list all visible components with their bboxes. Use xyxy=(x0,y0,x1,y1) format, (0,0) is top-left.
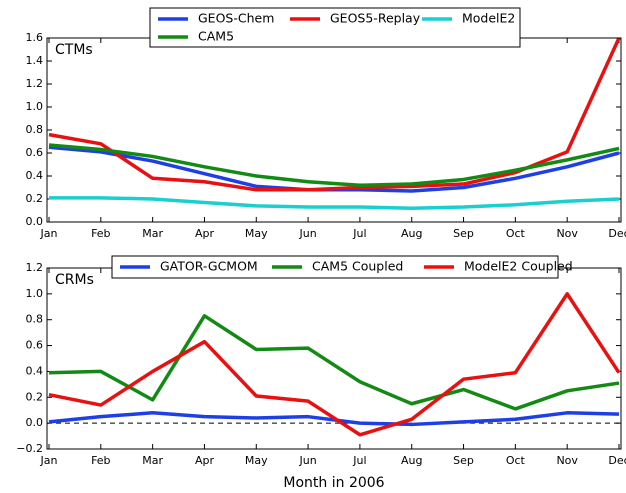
plot-frame xyxy=(46,37,622,223)
x-tick-label: Oct xyxy=(506,454,526,467)
x-tick-label: May xyxy=(245,454,268,467)
y-tick-label: 0.8 xyxy=(26,313,44,326)
x-tick-label: Apr xyxy=(195,454,215,467)
x-tick-label: Mar xyxy=(142,454,163,467)
legend-label: CAM5 Coupled xyxy=(312,259,403,274)
series-line xyxy=(48,292,621,437)
x-tick-label: Feb xyxy=(91,454,110,467)
x-tick-label: Sep xyxy=(453,454,474,467)
panel-label: CTMs xyxy=(55,42,93,58)
x-tick-label: Jun xyxy=(298,454,316,467)
x-tick-label: Sep xyxy=(453,227,474,240)
series-line xyxy=(49,196,620,210)
legend-label: GATOR-GCMOM xyxy=(160,259,258,274)
y-tick-label: 1.0 xyxy=(26,100,44,113)
x-tick-label: May xyxy=(245,227,268,240)
legend-label: GEOS-Chem xyxy=(198,11,274,26)
x-tick-label: Aug xyxy=(401,227,422,240)
y-tick-label: 1.6 xyxy=(26,31,44,44)
y-tick-label: 0.6 xyxy=(26,146,44,159)
legend-box xyxy=(111,255,559,279)
x-tick-label: Nov xyxy=(556,227,578,240)
x-tick-label: Mar xyxy=(142,227,163,240)
series-line xyxy=(48,314,620,411)
x-tick-label: Jul xyxy=(352,454,366,467)
x-axis-label: Month in 2006 xyxy=(283,475,384,491)
legend-label: ModelE2 xyxy=(462,11,515,26)
panel-label: CRMs xyxy=(55,272,94,288)
x-tick-label: Oct xyxy=(506,227,526,240)
plot-frame xyxy=(46,267,622,450)
x-tick-label: Dec xyxy=(608,454,626,467)
y-tick-label: 0.0 xyxy=(26,215,44,228)
y-tick-label: 1.0 xyxy=(26,287,44,300)
y-tick-label: 0.8 xyxy=(26,123,44,136)
y-tick-label: 0.0 xyxy=(26,416,44,429)
x-tick-label: Jan xyxy=(40,454,58,467)
y-tick-label: 1.2 xyxy=(26,261,44,274)
y-tick-label: 0.6 xyxy=(26,339,44,352)
legend-label: CAM5 xyxy=(198,29,234,44)
x-tick-label: Jul xyxy=(352,227,366,240)
x-tick-label: Dec xyxy=(608,227,626,240)
y-tick-label: 0.4 xyxy=(26,364,44,377)
x-tick-label: Aug xyxy=(401,454,422,467)
x-tick-label: Jan xyxy=(40,227,58,240)
x-tick-label: Feb xyxy=(91,227,110,240)
x-tick-label: Nov xyxy=(556,454,578,467)
x-tick-label: Jun xyxy=(298,227,316,240)
series-line xyxy=(48,143,620,187)
legend-label: GEOS5-Replay xyxy=(330,11,421,26)
y-tick-label: 1.2 xyxy=(26,77,44,90)
y-tick-label: 0.2 xyxy=(26,192,44,205)
x-tick-label: Apr xyxy=(195,227,215,240)
legend-box xyxy=(149,7,521,48)
y-tick-label: −0.2 xyxy=(16,442,43,455)
legend-label: ModelE2 Coupled xyxy=(464,259,573,274)
y-tick-label: 0.2 xyxy=(26,390,44,403)
y-tick-label: 1.4 xyxy=(26,54,44,67)
y-tick-label: 0.4 xyxy=(26,169,44,182)
